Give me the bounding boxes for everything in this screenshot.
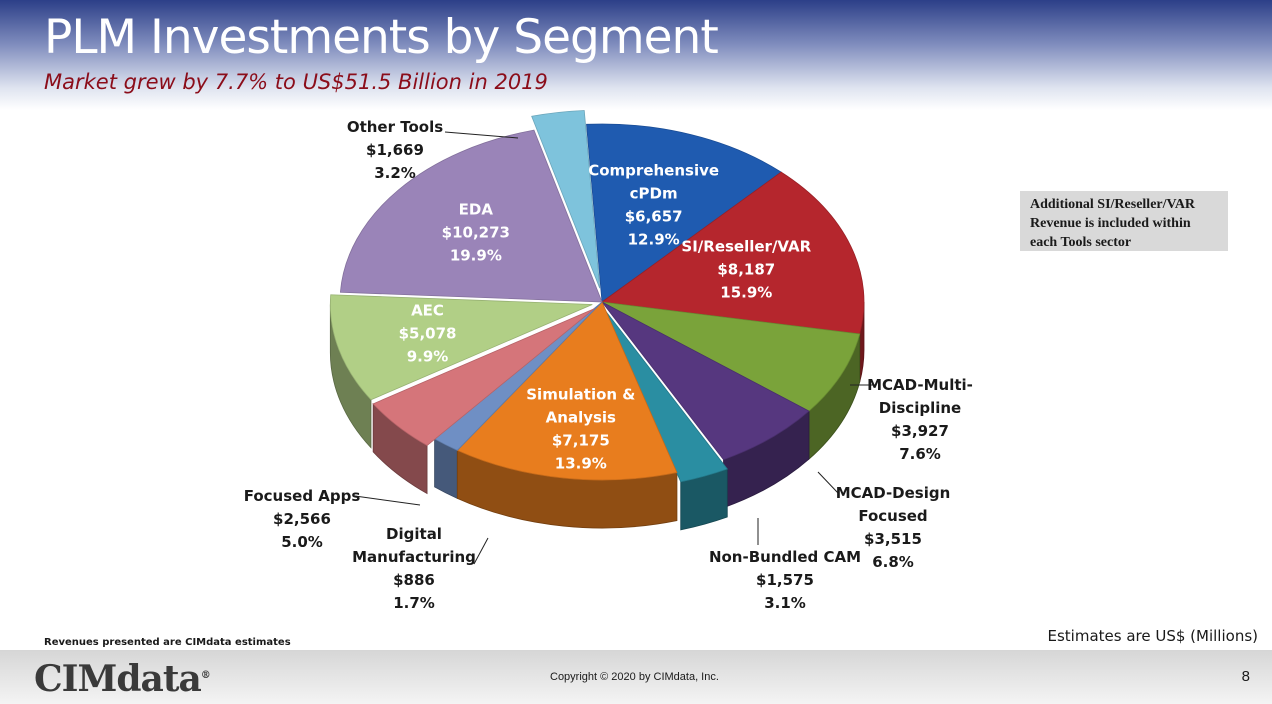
slice-label-line: $886 bbox=[393, 571, 435, 589]
slice-label-line: $1,575 bbox=[756, 571, 814, 589]
cimdata-logo: CIMdata® bbox=[34, 658, 211, 700]
logo-text: CIMdata bbox=[34, 658, 202, 700]
pie-slice bbox=[339, 129, 603, 303]
leader-line bbox=[354, 495, 421, 506]
slice-label-line: EDA bbox=[459, 200, 494, 218]
page-number: 8 bbox=[1241, 668, 1250, 685]
slice-label-line: $6,657 bbox=[625, 207, 683, 225]
pie-slice bbox=[601, 301, 810, 461]
slice-label-line: 9.9% bbox=[407, 348, 449, 366]
copyright-text: Copyright © 2020 by CIMdata, Inc. bbox=[550, 671, 719, 683]
pie-slice bbox=[531, 110, 601, 289]
slide-footer: CIMdata® Copyright © 2020 by CIMdata, In… bbox=[0, 650, 1272, 704]
slice-label-line: $8,187 bbox=[717, 261, 775, 279]
pie-slice bbox=[456, 301, 678, 481]
slice-label-line: 3.2% bbox=[374, 164, 416, 182]
pie-slice bbox=[600, 171, 865, 335]
estimates-note: Estimates are US$ (Millions) bbox=[1047, 627, 1259, 645]
slice-label-line: 7.6% bbox=[899, 445, 941, 463]
slice-label-line: Analysis bbox=[546, 408, 616, 426]
slice-label-line: Simulation & bbox=[526, 385, 635, 403]
slice-label-line: Focused Apps bbox=[244, 487, 361, 505]
slice-label-line: Non-Bundled CAM bbox=[709, 548, 861, 566]
slice-label: Other Tools $1,669 3.2% bbox=[347, 118, 443, 182]
slice-label-line: Focused bbox=[858, 507, 927, 525]
slice-label-line: 15.9% bbox=[720, 284, 772, 302]
pie-slice bbox=[586, 123, 782, 303]
slice-label-line: 19.9% bbox=[450, 246, 502, 264]
slice-label-line: $2,566 bbox=[273, 510, 331, 528]
slice-labels: Comprehensive cPDm $6,657 12.9% SI/Reseller/… bbox=[244, 118, 973, 612]
leader-line bbox=[473, 537, 489, 565]
pie-slice bbox=[372, 308, 595, 447]
slice-label-line: AEC bbox=[411, 302, 444, 320]
slice-label: Digital Manufacturing $886 1.7% bbox=[352, 525, 476, 612]
pie-slice bbox=[601, 301, 861, 412]
slice-label-line: Manufacturing bbox=[352, 548, 476, 566]
slice-label-line: 13.9% bbox=[555, 454, 607, 472]
slice-label-line: 5.0% bbox=[281, 533, 323, 551]
slice-label-line: $3,515 bbox=[864, 530, 922, 548]
slice-label: EDA $10,273 19.9% bbox=[442, 200, 510, 264]
slide-title: PLM Investments by Segment bbox=[44, 10, 719, 65]
reseller-note-box: Additional SI/Reseller/VAR Revenue is in… bbox=[1020, 191, 1228, 251]
slice-label: Non-Bundled CAM $1,575 3.1% bbox=[709, 548, 861, 612]
slice-label: AEC $5,078 9.9% bbox=[399, 302, 457, 366]
slice-label-line: $5,078 bbox=[399, 325, 457, 343]
logo-registered-mark: ® bbox=[200, 670, 211, 681]
slice-label-line: 3.1% bbox=[764, 594, 806, 612]
pie-slice-tops bbox=[329, 110, 865, 483]
slice-label-line: Comprehensive bbox=[588, 161, 719, 179]
leader-line bbox=[817, 471, 839, 494]
slide-header bbox=[0, 0, 1272, 110]
slice-label-line: Digital bbox=[386, 525, 442, 543]
leader-line bbox=[444, 131, 519, 139]
slice-label-line: MCAD-Multi- bbox=[867, 376, 973, 394]
pie-slice bbox=[329, 294, 593, 401]
pie-slice bbox=[605, 311, 728, 483]
slice-label-line: $10,273 bbox=[442, 223, 510, 241]
slice-label-line: 6.8% bbox=[872, 553, 914, 571]
slice-label: MCAD-Multi- Discipline $3,927 7.6% bbox=[867, 376, 973, 463]
slice-label-line: Discipline bbox=[879, 399, 961, 417]
slide-subtitle: Market grew by 7.7% to US$51.5 Billion i… bbox=[44, 70, 548, 94]
revenue-note: Revenues presented are CIMdata estimates bbox=[44, 637, 291, 648]
slice-label: Focused Apps $2,566 5.0% bbox=[244, 487, 361, 551]
slice-label: Comprehensive cPDm $6,657 12.9% bbox=[588, 161, 719, 248]
slice-label-line: $1,669 bbox=[366, 141, 424, 159]
leader-lines bbox=[354, 131, 876, 565]
slice-label: Simulation & Analysis $7,175 13.9% bbox=[526, 385, 635, 472]
slice-label-line: MCAD-Design bbox=[836, 484, 951, 502]
slice-label-line: $7,175 bbox=[552, 431, 610, 449]
slice-label-line: 1.7% bbox=[393, 594, 435, 612]
slice-label-line: SI/Reseller/VAR bbox=[681, 238, 811, 256]
slice-label: SI/Reseller/VAR $8,187 15.9% bbox=[681, 238, 811, 302]
slice-label-line: $3,927 bbox=[891, 422, 949, 440]
slice-label-line: cPDm bbox=[630, 184, 678, 202]
slice-label: MCAD-Design Focused $3,515 6.8% bbox=[836, 484, 951, 571]
slice-label-line: 12.9% bbox=[628, 230, 680, 248]
slice-label-line: Other Tools bbox=[347, 118, 443, 136]
